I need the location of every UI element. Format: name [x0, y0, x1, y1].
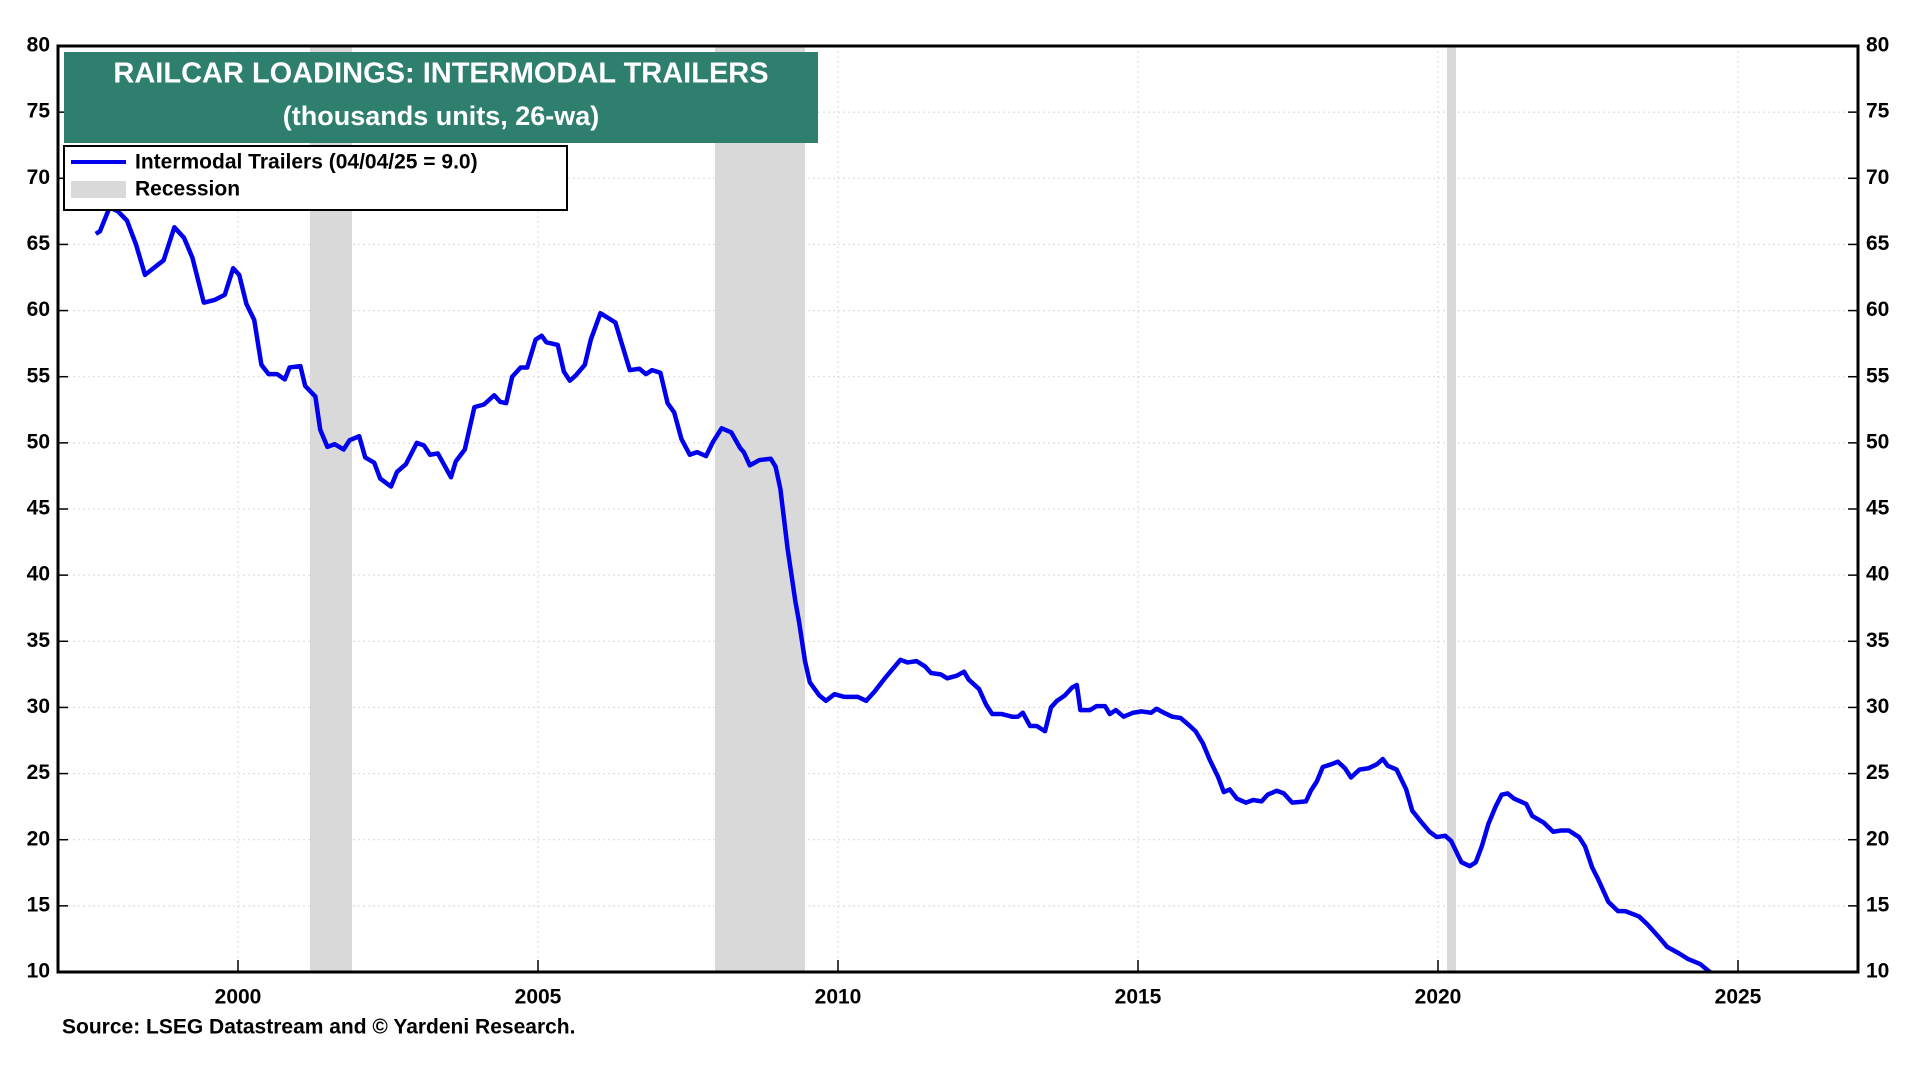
y2-tick-label: 75 — [1866, 100, 1890, 123]
plot-background — [58, 45, 1858, 973]
y-tick-label: 55 — [27, 364, 51, 387]
y-tick-label: 50 — [27, 430, 50, 453]
y2-tick-label: 25 — [1866, 761, 1890, 784]
y2-tick-label: 15 — [1866, 893, 1890, 916]
x-tick-label: 2020 — [1415, 986, 1462, 1009]
y2-tick-label: 30 — [1866, 695, 1889, 718]
legend-swatch — [71, 181, 126, 198]
y-tick-label: 70 — [27, 166, 50, 189]
legend-label: Recession — [135, 178, 240, 201]
y2-tick-label: 80 — [1866, 34, 1889, 57]
y2-tick-label: 60 — [1866, 298, 1889, 321]
y2-tick-label: 45 — [1866, 497, 1890, 520]
y2-tick-label: 40 — [1866, 563, 1889, 586]
y-tick-label: 75 — [27, 100, 51, 123]
y-tick-label: 35 — [27, 629, 51, 652]
y-tick-label: 40 — [27, 563, 50, 586]
y-tick-label: 25 — [27, 761, 51, 784]
y2-tick-label: 35 — [1866, 629, 1890, 652]
y-tick-label: 60 — [27, 298, 50, 321]
y2-tick-label: 70 — [1866, 166, 1889, 189]
data-line — [94, 205, 1718, 972]
x-tick-label: 2005 — [515, 986, 562, 1009]
x-tick-label: 2025 — [1715, 986, 1762, 1009]
legend-box — [63, 145, 568, 211]
y-tick-label: 10 — [27, 960, 50, 983]
x-tick-label: 2010 — [815, 986, 862, 1009]
plot-frame — [56, 44, 1860, 974]
y2-tick-label: 50 — [1866, 430, 1889, 453]
y-tick-label: 65 — [27, 232, 51, 255]
y-tick-label: 80 — [27, 34, 50, 57]
chart-subtitle: (thousands units, 26-wa) — [283, 101, 600, 131]
y-tick-label: 30 — [27, 695, 50, 718]
x-tick-label: 2000 — [215, 986, 262, 1009]
legend-label: Intermodal Trailers (04/04/25 = 9.0) — [135, 151, 478, 174]
chart-title: RAILCAR LOADINGS: INTERMODAL TRAILERS — [113, 58, 768, 90]
y-tick-label: 45 — [27, 497, 51, 520]
x-tick-label: 2015 — [1115, 986, 1162, 1009]
y-tick-label: 20 — [27, 827, 50, 850]
y-tick-label: 15 — [27, 893, 51, 916]
y2-tick-label: 55 — [1866, 364, 1890, 387]
title-box — [64, 52, 818, 143]
y2-tick-label: 10 — [1866, 960, 1889, 983]
y2-tick-label: 20 — [1866, 827, 1889, 850]
y2-tick-label: 65 — [1866, 232, 1890, 255]
recession-band — [1447, 46, 1456, 972]
source-note: Source: LSEG Datastream and © Yardeni Re… — [62, 1016, 575, 1039]
